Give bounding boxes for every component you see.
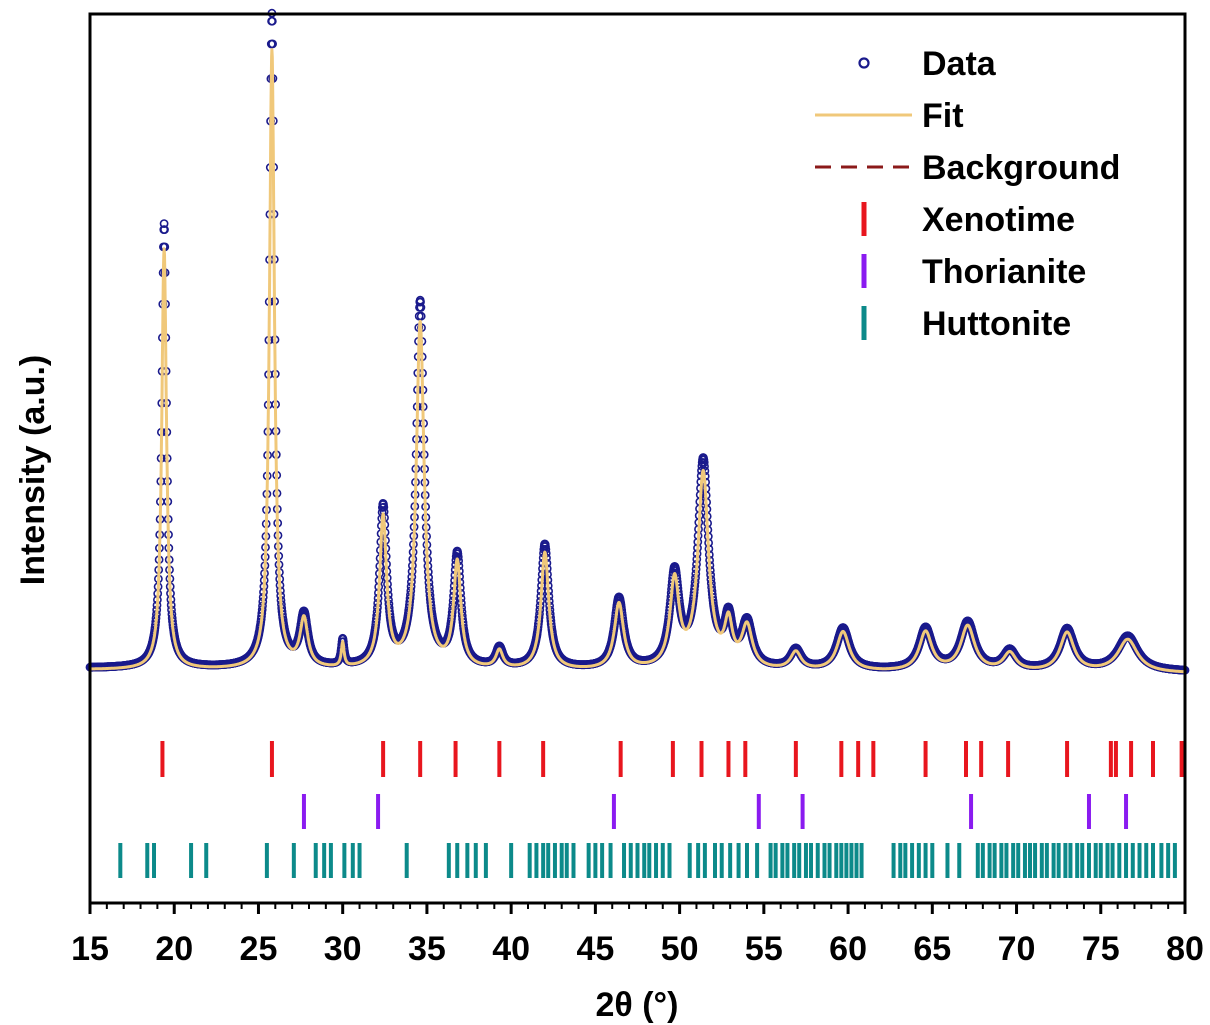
x-tick-label: 15 xyxy=(71,930,109,968)
data-point xyxy=(267,16,277,26)
x-tick-label: 75 xyxy=(1082,930,1120,968)
y-axis-title: Intensity (a.u.) xyxy=(14,355,52,585)
x-axis: 15 20 25 30 35 40 45 50 55 60 65 70 75 80 xyxy=(71,903,1204,968)
legend-item-thorianite: Thorianite xyxy=(861,253,1086,291)
plot-frame xyxy=(88,12,1187,905)
legend-label: Huttonite xyxy=(922,305,1071,343)
legend-label: Background xyxy=(922,149,1120,187)
legend: Data Fit Background Xenotime Thorianite Hutto… xyxy=(815,45,1120,343)
legend-label: Thorianite xyxy=(922,253,1086,291)
x-tick-label: 60 xyxy=(829,930,867,968)
x-axis-title: 2θ (°) xyxy=(596,986,679,1024)
series-fit-line xyxy=(88,48,1187,674)
data-point xyxy=(379,502,389,512)
data-point xyxy=(416,303,426,312)
legend-item-xenotime: Xenotime xyxy=(861,201,1075,239)
plot-area xyxy=(85,8,1190,878)
phase-ticks-huttonite xyxy=(118,843,1177,878)
x-tick-label: 30 xyxy=(324,930,362,968)
data-point xyxy=(416,311,426,321)
x-tick-label: 65 xyxy=(913,930,951,968)
data-point xyxy=(416,297,425,307)
x-tick-label: 70 xyxy=(998,930,1036,968)
x-tick-label: 25 xyxy=(240,930,278,968)
x-tick-label: 35 xyxy=(408,930,446,968)
x-tick-label: 40 xyxy=(492,930,530,968)
x-tick-label: 50 xyxy=(661,930,699,968)
legend-item-huttonite: Huttonite xyxy=(861,305,1071,343)
phase-ticks-xenotime xyxy=(160,741,1184,777)
legend-item-fit: Fit xyxy=(815,97,964,135)
x-tick-label: 80 xyxy=(1166,930,1204,968)
data-point xyxy=(159,219,169,228)
data-point xyxy=(160,225,169,234)
legend-label: Data xyxy=(922,45,997,83)
data-point xyxy=(268,39,277,49)
phase-ticks-thorianite xyxy=(301,794,1129,829)
legend-symbol xyxy=(858,57,870,69)
legend-item-background: Background xyxy=(815,149,1120,187)
legend-label: Fit xyxy=(922,97,964,135)
legend-label: Xenotime xyxy=(922,201,1075,239)
legend-item-data: Data xyxy=(858,45,997,83)
x-tick-label: 55 xyxy=(745,930,783,968)
x-tick-label: 20 xyxy=(155,930,193,968)
x-tick-label: 45 xyxy=(576,930,614,968)
